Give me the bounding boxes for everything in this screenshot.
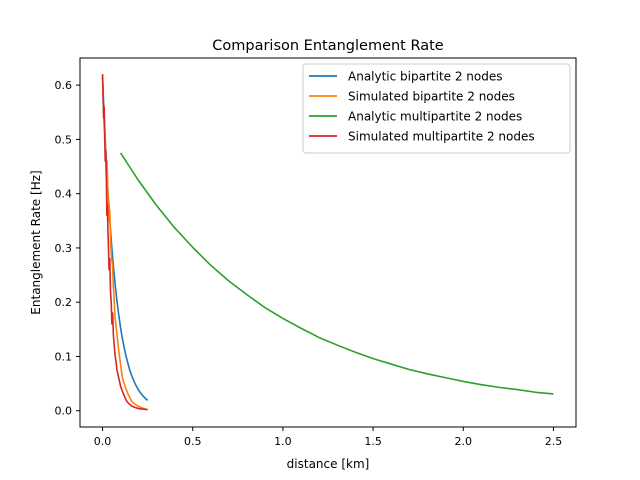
y-axis: 0.0 0.1 0.2 0.3 0.4 0.5 0.6 [55, 79, 80, 418]
axes-frame [79, 57, 577, 428]
x-tick-label: 2.0 [455, 435, 473, 448]
legend-label-1: Analytic bipartite 2 nodes [348, 70, 503, 84]
series-line-3 [119, 152, 554, 395]
series-line-4 [101, 74, 148, 411]
y-tick-label: 0.3 [55, 242, 73, 255]
chart-title: Comparison Entanglement Rate [212, 38, 444, 54]
y-tick-label: 0.5 [55, 133, 73, 146]
legend: Analytic bipartite 2 nodes Simulated bipa… [302, 63, 571, 154]
y-tick-label: 0.2 [55, 296, 73, 309]
legend-label-4: Simulated multipartite 2 nodes [348, 130, 535, 144]
legend-label-3: Analytic multipartite 2 nodes [348, 110, 522, 124]
y-tick-label: 0.6 [55, 79, 73, 92]
legend-box [302, 63, 571, 154]
x-tick-label: 1.5 [364, 435, 382, 448]
y-axis-label: Entanglement Rate [Hz] [29, 170, 43, 314]
y-tick-label: 0.1 [55, 350, 73, 363]
series-layer [101, 74, 554, 411]
x-tick-label: 1.0 [274, 435, 292, 448]
y-tick-label: 0.0 [55, 405, 73, 418]
legend-label-2: Simulated bipartite 2 nodes [348, 90, 515, 104]
x-axis-label: distance [km] [287, 457, 370, 471]
x-axis: 0.0 0.5 1.0 1.5 2.0 2.5 [94, 427, 562, 448]
x-tick-label: 0.5 [184, 435, 202, 448]
y-tick-label: 0.4 [55, 188, 73, 201]
x-tick-label: 0.0 [94, 435, 112, 448]
x-tick-label: 2.5 [545, 435, 563, 448]
plot-area [79, 57, 577, 428]
